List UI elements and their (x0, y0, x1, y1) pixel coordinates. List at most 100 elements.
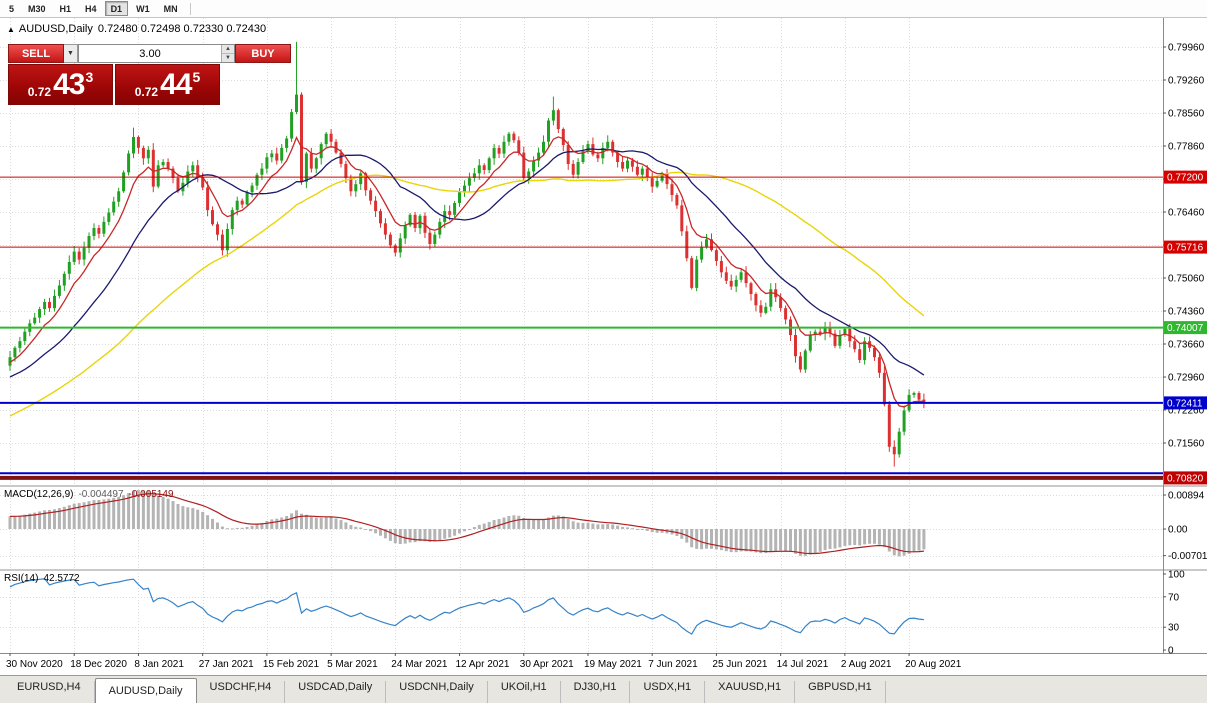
svg-text:30 Nov 2020: 30 Nov 2020 (6, 659, 63, 670)
timeframe-button-w1[interactable]: W1 (130, 1, 156, 16)
sell-price-sup: 3 (85, 68, 94, 85)
svg-text:24 Mar 2021: 24 Mar 2021 (391, 659, 448, 670)
price-badges: 0.77200 0.75716 0.74007 0.72411 0.70820 (1164, 170, 1207, 485)
macd-pane (8, 490, 926, 557)
svg-text:27 Jan 2021: 27 Jan 2021 (199, 659, 254, 670)
timeframe-toolbar: 5 M30 H1 H4 D1 W1 MN (0, 0, 1207, 18)
svg-text:-0.00701: -0.00701 (1168, 551, 1207, 562)
macd-main-value: -0.004497 (78, 489, 124, 500)
macd-label: MACD(12,26,9) -0.004497 -0.005149 (4, 489, 174, 500)
chart-symbol-period: AUDUSD,Daily (18, 23, 93, 35)
sell-price-big: 43 (53, 67, 85, 101)
date-axis: 30 Nov 2020 18 Dec 2020 8 Jan 2021 27 Jan 2… (6, 653, 962, 670)
svg-text:0.79260: 0.79260 (1168, 76, 1205, 87)
chart-tab-xauusd-h1[interactable]: XAUUSD,H1 (705, 681, 796, 703)
svg-text:14 Jul 2021: 14 Jul 2021 (777, 659, 829, 670)
svg-text:0.73660: 0.73660 (1168, 340, 1205, 351)
ma-slow-line (9, 171, 925, 417)
svg-text:0.76460: 0.76460 (1168, 208, 1205, 219)
rsi-value: 42.5772 (43, 573, 80, 584)
buy-price-big: 44 (160, 67, 192, 101)
svg-text:70: 70 (1168, 592, 1180, 603)
chart-tab-ukoil-h1[interactable]: UKOil,H1 (488, 681, 561, 703)
svg-text:0.00894: 0.00894 (1168, 491, 1205, 502)
timeframe-button-d1[interactable]: D1 (104, 1, 129, 16)
sell-price-display[interactable]: 0.72 43 3 (8, 64, 113, 105)
svg-text:0.70820: 0.70820 (1167, 473, 1204, 484)
sell-dropdown-button[interactable]: ▼ (64, 44, 78, 63)
svg-text:7 Jun 2021: 7 Jun 2021 (648, 659, 698, 670)
volume-decrease-button[interactable]: ▼ (222, 54, 234, 62)
svg-text:15 Feb 2021: 15 Feb 2021 (263, 659, 320, 670)
svg-text:5 Mar 2021: 5 Mar 2021 (327, 659, 378, 670)
svg-text:0.00: 0.00 (1168, 525, 1188, 536)
chart-ohlc-values: 0.72480 0.72498 0.72330 0.72430 (97, 23, 267, 35)
svg-text:18 Dec 2020: 18 Dec 2020 (70, 659, 127, 670)
buy-button[interactable]: BUY (235, 44, 291, 63)
rsi-pane (9, 578, 924, 635)
volume-increase-button[interactable]: ▲ (222, 45, 234, 54)
one-click-collapse-icon[interactable]: ▲ (7, 25, 15, 34)
svg-text:0.72411: 0.72411 (1167, 398, 1203, 409)
svg-text:0.77860: 0.77860 (1168, 142, 1205, 153)
volume-field: ▲ ▼ (78, 44, 235, 63)
svg-text:30 Apr 2021: 30 Apr 2021 (520, 659, 574, 670)
svg-text:19 May 2021: 19 May 2021 (584, 659, 642, 670)
svg-text:12 Apr 2021: 12 Apr 2021 (456, 659, 510, 670)
svg-text:0.72960: 0.72960 (1168, 373, 1205, 384)
pane-splitter-rsi[interactable] (0, 569, 1207, 571)
chart-tab-audusd-daily[interactable]: AUDUSD,Daily (94, 678, 197, 703)
chart-tab-gbpusd-h1[interactable]: GBPUSD,H1 (795, 681, 886, 703)
volume-input[interactable] (79, 45, 221, 62)
svg-text:0.77200: 0.77200 (1167, 173, 1204, 184)
svg-text:0.72260: 0.72260 (1168, 406, 1205, 417)
svg-text:2 Aug 2021: 2 Aug 2021 (841, 659, 892, 670)
rsi-name: RSI(14) (4, 573, 39, 584)
svg-text:0.74007: 0.74007 (1167, 323, 1204, 334)
timeframe-button-h1[interactable]: H1 (54, 1, 78, 16)
svg-text:0.79960: 0.79960 (1168, 43, 1205, 54)
timeframe-button-h4[interactable]: H4 (79, 1, 103, 16)
timeframe-button-mn[interactable]: MN (158, 1, 184, 16)
chart-tabs-bar: EURUSD,H4 AUDUSD,Daily USDCHF,H4 USDCAD,Dai… (0, 675, 1207, 703)
timeframe-button-m30[interactable]: M30 (22, 1, 52, 16)
svg-text:0.74360: 0.74360 (1168, 307, 1205, 318)
pane-splitter-macd[interactable] (0, 485, 1207, 487)
svg-text:25 Jun 2021: 25 Jun 2021 (712, 659, 767, 670)
chart-tab-usdcad-daily[interactable]: USDCAD,Daily (285, 681, 387, 703)
one-click-trading-panel: SELL ▼ ▲ ▼ BUY 0.72 43 3 0.72 44 5 (8, 44, 291, 105)
volume-spinner: ▲ ▼ (221, 45, 234, 62)
svg-text:20 Aug 2021: 20 Aug 2021 (905, 659, 962, 670)
price-axis: 0.799600.792600.785600.778600.771600.764… (1163, 43, 1207, 657)
chart-tab-usdcnh-daily[interactable]: USDCNH,Daily (386, 681, 488, 703)
macd-signal-value: -0.005149 (128, 489, 174, 500)
svg-text:0.75060: 0.75060 (1168, 274, 1205, 285)
buy-price-prefix: 0.72 (134, 84, 159, 99)
timeframe-button-5[interactable]: 5 (3, 1, 20, 16)
ma-mid-line (9, 148, 925, 378)
sell-button[interactable]: SELL (8, 44, 64, 63)
chart-canvas[interactable]: 0.799600.792600.785600.778600.771600.764… (0, 0, 1207, 675)
trade-controls-row: SELL ▼ ▲ ▼ BUY (8, 44, 291, 63)
svg-text:8 Jan 2021: 8 Jan 2021 (134, 659, 184, 670)
svg-text:30: 30 (1168, 623, 1180, 634)
svg-text:0: 0 (1168, 646, 1174, 657)
sell-price-prefix: 0.72 (27, 84, 52, 99)
macd-name: MACD(12,26,9) (4, 489, 74, 500)
trade-prices-row: 0.72 43 3 0.72 44 5 (8, 64, 220, 105)
svg-text:0.75716: 0.75716 (1167, 243, 1204, 254)
chart-tab-usdchf-h4[interactable]: USDCHF,H4 (197, 681, 286, 703)
horizontal-lines[interactable] (0, 176, 1163, 480)
buy-price-sup: 5 (192, 68, 201, 85)
chart-tab-usdx-h1[interactable]: USDX,H1 (630, 681, 706, 703)
chart-title: ▲ AUDUSD,Daily 0.72480 0.72498 0.72330 0.7… (7, 23, 266, 35)
chart-tab-dj30-h1[interactable]: DJ30,H1 (561, 681, 631, 703)
svg-text:0.78560: 0.78560 (1168, 109, 1205, 120)
ma-fast-line (9, 136, 924, 408)
chevron-down-icon: ▼ (67, 50, 74, 57)
buy-price-display[interactable]: 0.72 44 5 (115, 64, 220, 105)
svg-text:100: 100 (1168, 570, 1185, 581)
toolbar-separator (189, 2, 191, 15)
chart-tab-eurusd-h4[interactable]: EURUSD,H4 (4, 681, 95, 703)
